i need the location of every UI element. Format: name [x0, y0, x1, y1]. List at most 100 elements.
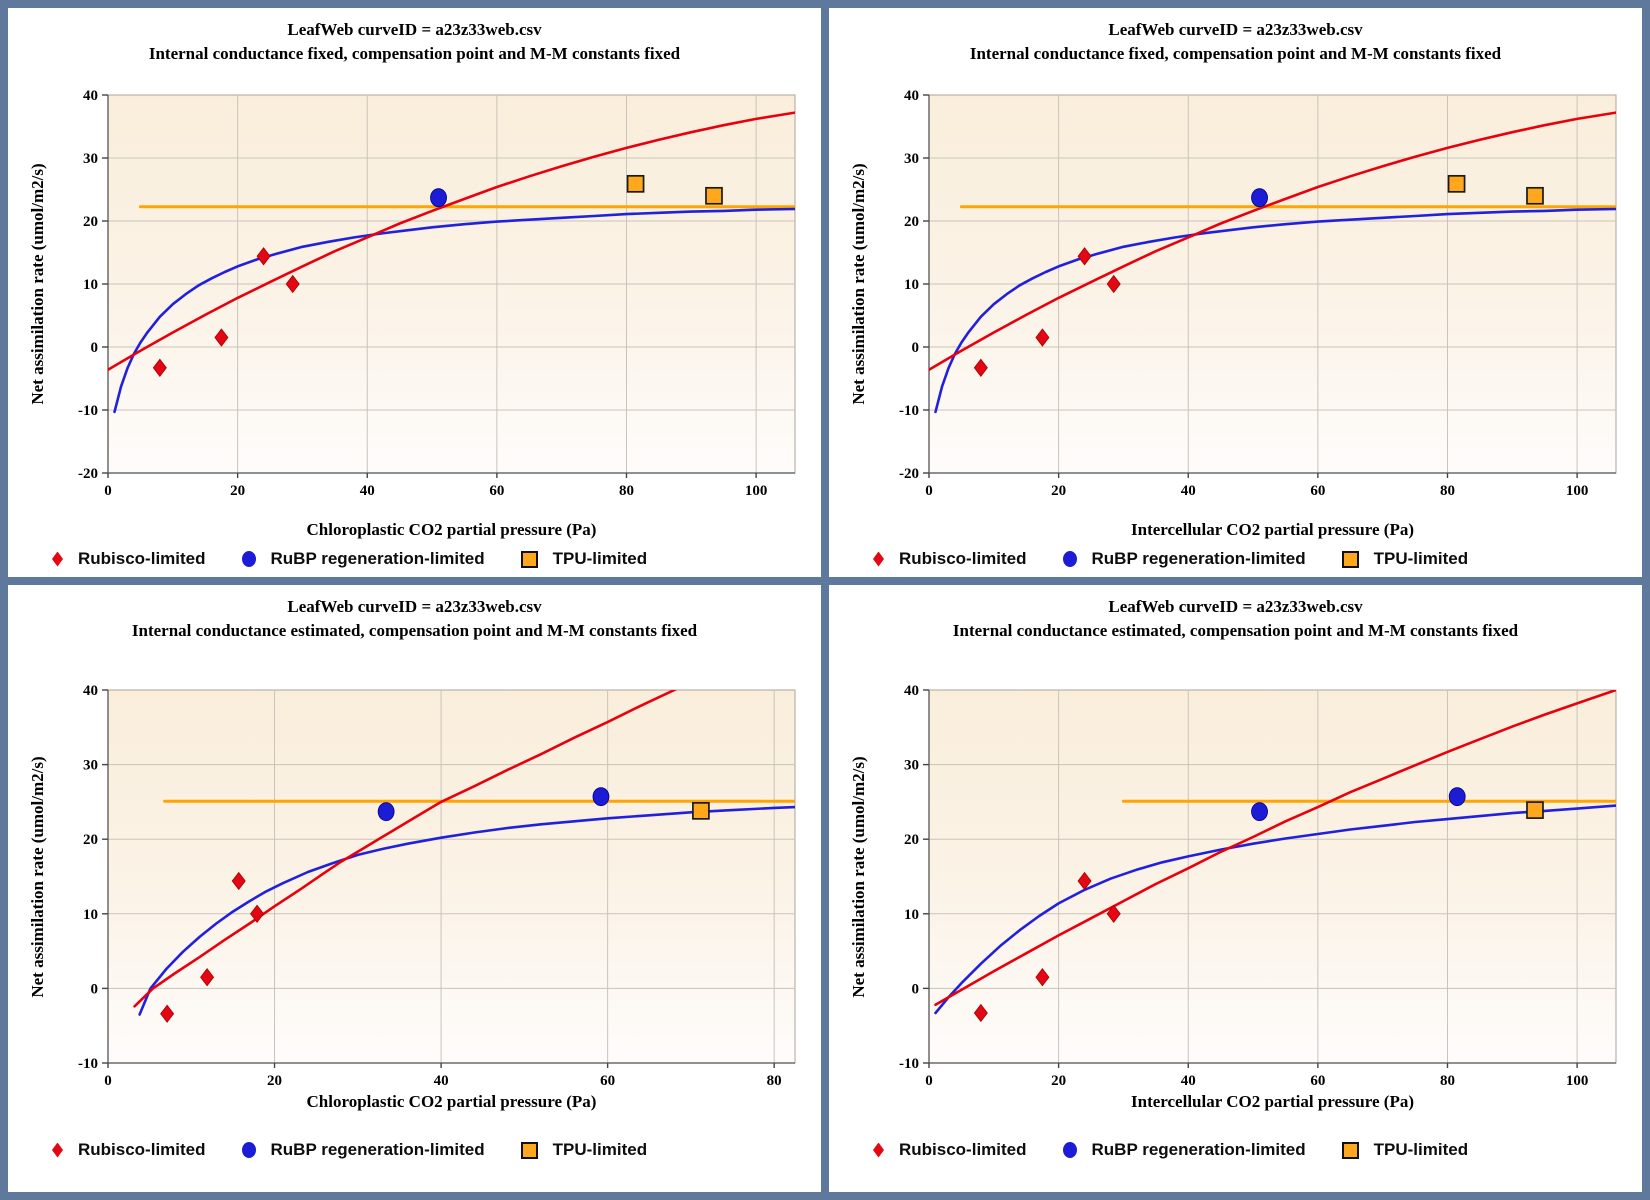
plot-background — [107, 689, 796, 1064]
square-marker-icon — [520, 1141, 538, 1159]
rubisco-data-point — [973, 358, 988, 377]
legend-label: TPU-limited — [1373, 1140, 1469, 1159]
x-tick-label: 0 — [104, 483, 112, 499]
legend-item-rubp: RuBP regeneration-limited — [241, 549, 485, 569]
y-tick-label: 40 — [904, 88, 919, 104]
square-marker-icon — [1341, 550, 1359, 568]
rubp-data-point — [1251, 188, 1268, 208]
chart-plot-area: 0 20 40 60 80 -10 0 10 20 30 40 — [78, 683, 796, 1089]
y-tick-label: 10 — [904, 907, 919, 923]
rubisco-data-point — [200, 968, 215, 987]
rubisco-data-point — [256, 247, 271, 266]
panel-bottom-left: 0 20 40 60 80 -10 0 10 20 30 40 LeafWeb curveID = … — [8, 585, 821, 1192]
y-tick-label: 0 — [912, 981, 920, 997]
x-axis-label: Intercellular CO2 partial pressure (Pa) — [1131, 1092, 1414, 1111]
chart-plot-area: 0 20 40 60 80 100 -10 0 10 20 30 40 — [899, 683, 1617, 1089]
chart-subtitle: Internal conductance fixed, compensation… — [969, 44, 1502, 63]
legend-label: TPU-limited — [1373, 549, 1469, 568]
y-tick-label: 30 — [904, 758, 919, 774]
rubp-fit-curve — [934, 207, 1616, 414]
rubisco-data-point — [250, 904, 265, 923]
chart-title: LeafWeb curveID = a23z33web.csv — [1108, 20, 1363, 39]
chart-title: LeafWeb curveID = a23z33web.csv — [287, 20, 542, 39]
legend-label: RuBP regeneration-limited — [1091, 549, 1306, 568]
chart-subtitle: Internal conductance fixed, compensation… — [148, 44, 681, 63]
rubisco-data-point — [285, 274, 300, 294]
y-axis-label: Net assimilation rate (umol/m2/s) — [849, 756, 868, 998]
rubisco-fit-curve — [929, 111, 1616, 371]
y-tick-label: 20 — [83, 832, 98, 848]
panel-bottom-right: 0 20 40 60 80 100 -10 0 10 20 30 40 LeafWeb curveID… — [829, 585, 1642, 1192]
y-tick-label: 0 — [912, 340, 920, 356]
circle-marker-icon — [1062, 1142, 1077, 1158]
panel-top-right: 0 20 40 60 80 100 -20 -10 0 10 20 30 40 LeafWeb curv… — [829, 8, 1642, 577]
x-tick-label: 60 — [489, 483, 504, 499]
rubisco-fit-curve — [934, 690, 1616, 1007]
legend-label: RuBP regeneration-limited — [1091, 1140, 1306, 1159]
x-axis-label: Intercellular CO2 partial pressure (Pa) — [1131, 520, 1414, 539]
legend-label: Rubisco-limited — [899, 1140, 1027, 1159]
x-tick-label: 60 — [600, 1073, 615, 1089]
tpu-data-point — [1526, 801, 1544, 819]
rubisco-data-point — [1035, 968, 1050, 987]
y-tick-label: 10 — [83, 907, 98, 923]
x-tick-label: 80 — [1440, 483, 1455, 499]
circle-marker-icon — [1062, 551, 1077, 567]
x-tick-label: 100 — [745, 483, 768, 499]
diamond-marker-icon — [873, 1142, 884, 1158]
x-tick-label: 80 — [767, 1073, 782, 1089]
y-tick-label: 10 — [904, 277, 919, 293]
x-tick-label: 20 — [267, 1073, 282, 1089]
legend-item-rubisco: Rubisco-limited — [873, 549, 1027, 569]
legend-item-tpu: TPU-limited — [1341, 549, 1469, 569]
legend-label: Rubisco-limited — [78, 549, 206, 568]
y-tick-label: 20 — [904, 832, 919, 848]
y-tick-label: 20 — [904, 214, 919, 230]
y-tick-label: 30 — [83, 151, 98, 167]
y-tick-label: 30 — [83, 758, 98, 774]
legend-item-rubisco: Rubisco-limited — [52, 549, 206, 569]
x-tick-label: 100 — [1566, 1073, 1589, 1089]
legend-item-rubp: RuBP regeneration-limited — [241, 1140, 485, 1160]
chart-title: LeafWeb curveID = a23z33web.csv — [287, 597, 542, 616]
legend-label: RuBP regeneration-limited — [270, 1140, 485, 1159]
y-tick-label: -10 — [78, 1056, 98, 1072]
chart-title: LeafWeb curveID = a23z33web.csv — [1108, 597, 1363, 616]
x-tick-label: 0 — [925, 1073, 933, 1089]
legend-item-tpu: TPU-limited — [1341, 1140, 1469, 1160]
x-tick-label: 20 — [1051, 483, 1066, 499]
x-tick-label: 40 — [1181, 1073, 1196, 1089]
legend-item-rubp: RuBP regeneration-limited — [1062, 1140, 1306, 1160]
rubisco-data-point — [973, 1003, 988, 1023]
y-axis-label: Net assimilation rate (umol/m2/s) — [28, 163, 47, 405]
tpu-data-point — [626, 174, 645, 193]
rubisco-data-point — [1106, 904, 1121, 923]
rubisco-data-point — [160, 1004, 175, 1023]
y-tick-label: -10 — [78, 403, 98, 419]
panel-top-left: 0 20 40 60 80 100 -20 -10 0 10 20 30 40 LeafWeb curv… — [8, 8, 821, 577]
square-marker-icon — [1341, 1141, 1359, 1159]
y-tick-label: 20 — [83, 214, 98, 230]
y-tick-label: -10 — [899, 403, 919, 419]
chart-subtitle: Internal conductance estimated, compensa… — [131, 621, 698, 640]
legend-label: Rubisco-limited — [78, 1140, 206, 1159]
y-tick-label: 40 — [83, 88, 98, 104]
x-tick-label: 40 — [360, 483, 375, 499]
legend-item-rubp: RuBP regeneration-limited — [1062, 549, 1306, 569]
y-axis-label: Net assimilation rate (umol/m2/s) — [28, 756, 47, 998]
y-tick-label: -10 — [899, 1056, 919, 1072]
rubp-data-point — [430, 188, 447, 208]
x-tick-label: 40 — [1181, 483, 1196, 499]
rubisco-data-point — [214, 328, 229, 347]
x-tick-label: 60 — [1310, 483, 1325, 499]
rubp-fit-curve — [138, 805, 795, 1016]
rubisco-fit-curve — [133, 690, 678, 1008]
y-tick-label: -20 — [78, 466, 98, 482]
rubp-data-point — [1251, 802, 1268, 821]
y-tick-label: 30 — [904, 151, 919, 167]
legend-label: TPU-limited — [552, 1140, 648, 1159]
chart-legend: Rubisco-limited RuBP regeneration-limite… — [873, 1140, 1468, 1160]
y-tick-label: 40 — [904, 683, 919, 699]
rubp-fit-curve — [934, 804, 1616, 1015]
